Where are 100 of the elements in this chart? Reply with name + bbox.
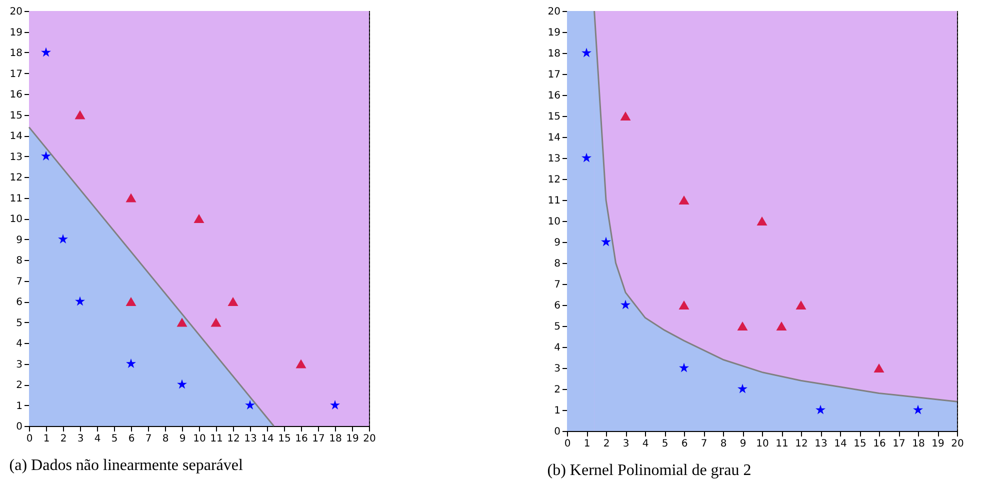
y-tick-label: 15 xyxy=(10,110,22,122)
text: (b) Kernel Polinomial de grau 2 xyxy=(547,462,752,479)
y-tick-label: 1 xyxy=(554,406,560,416)
y-tick-label: 13 xyxy=(10,152,22,163)
x-tick-label: 6 xyxy=(128,434,135,444)
x-tick-label: 16 xyxy=(295,434,308,444)
x-tick-label: 7 xyxy=(700,438,708,450)
y-tick-label: 9 xyxy=(16,234,22,246)
y-tick-label: 3 xyxy=(554,364,560,374)
x-tick-label: 10 xyxy=(756,438,769,450)
point xyxy=(678,300,690,310)
point xyxy=(126,193,136,202)
point xyxy=(582,48,592,58)
x-tick-label: 2 xyxy=(603,438,610,450)
x-tick-label: 14 xyxy=(261,434,274,444)
point xyxy=(296,359,306,368)
y-tick-label: 4 xyxy=(554,342,560,354)
point xyxy=(582,152,592,162)
y-tick-label: 8 xyxy=(16,256,22,266)
y-tick-label: 13 xyxy=(548,154,560,164)
x-tick-label: 20 xyxy=(363,434,376,444)
x-tick-label: 5 xyxy=(111,434,118,444)
point xyxy=(177,379,187,389)
x-tick-label: 13 xyxy=(814,438,828,450)
x-tick-label: 17 xyxy=(892,438,906,450)
point xyxy=(756,216,768,226)
point xyxy=(245,400,255,410)
y-tick-label: 7 xyxy=(16,276,22,288)
point xyxy=(620,300,630,310)
y-tick-label: 20 xyxy=(548,6,560,18)
x-tick-label: 0 xyxy=(564,438,571,450)
x-tick-label: 3 xyxy=(77,434,84,444)
x-tick-label: 19 xyxy=(346,434,359,444)
point xyxy=(228,296,238,306)
y-tick-label: 9 xyxy=(554,238,560,248)
point xyxy=(738,384,748,394)
x-tick-label: 11 xyxy=(210,434,223,444)
y-tick-label: 12 xyxy=(548,174,560,186)
y-tick-label: 16 xyxy=(10,90,22,100)
x-tick-label: 5 xyxy=(662,438,668,450)
y-tick-label: 2 xyxy=(16,380,22,391)
y-tick-label: 3 xyxy=(16,359,22,370)
y-tick-label: 12 xyxy=(10,172,22,184)
x-tick-label: 8 xyxy=(720,438,727,450)
y-tick-label: 11 xyxy=(548,196,560,206)
y-tick-label: 4 xyxy=(16,338,22,350)
x-tick-label: 4 xyxy=(94,434,101,444)
x-tick-label: 15 xyxy=(278,434,291,444)
x-tick-label: 19 xyxy=(932,438,944,450)
text: (a) Dados não linearmente separável xyxy=(9,457,244,474)
y-tick-label: 10 xyxy=(10,214,22,225)
y-tick-label: 14 xyxy=(10,131,22,142)
point xyxy=(679,362,689,372)
point xyxy=(176,318,188,327)
x-tick-label: 11 xyxy=(776,438,788,450)
y-tick-label: 0 xyxy=(554,426,560,438)
y-tick-label: 0 xyxy=(16,422,22,432)
y-tick-label: 17 xyxy=(548,70,560,80)
x-tick-label: 12 xyxy=(227,434,240,444)
x-tick-label: 18 xyxy=(329,434,342,444)
point xyxy=(796,300,806,310)
x-tick-label: 3 xyxy=(622,438,630,450)
point xyxy=(74,110,86,120)
point xyxy=(776,321,787,331)
point xyxy=(58,234,68,244)
point xyxy=(620,111,631,121)
x-tick-label: 2 xyxy=(60,434,67,444)
x-tick-label: 13 xyxy=(244,434,257,444)
point xyxy=(678,195,690,205)
y-tick-label: 14 xyxy=(548,132,560,144)
y-tick-label: 6 xyxy=(16,297,22,308)
x-tick-label: 10 xyxy=(193,434,206,444)
x-tick-label: 8 xyxy=(162,434,169,444)
x-tick-label: 14 xyxy=(834,438,847,450)
x-tick-label: 4 xyxy=(642,438,649,450)
y-tick-label: 11 xyxy=(10,193,22,204)
x-tick-label: 7 xyxy=(145,434,152,444)
point xyxy=(126,296,136,306)
x-tick-label: 1 xyxy=(43,434,50,444)
y-tick-label: 18 xyxy=(548,48,560,60)
x-tick-label: 20 xyxy=(951,438,964,450)
point xyxy=(601,236,611,246)
x-tick-label: 12 xyxy=(795,438,808,450)
y-tick-label: 2 xyxy=(554,384,560,396)
point xyxy=(194,214,204,224)
y-tick-label: 18 xyxy=(10,48,22,59)
x-tick-label: 0 xyxy=(26,434,33,444)
point xyxy=(41,47,51,57)
point xyxy=(41,151,51,160)
point xyxy=(210,318,222,327)
point xyxy=(75,296,85,306)
y-tick-label: 16 xyxy=(548,90,560,102)
y-tick-label: 17 xyxy=(10,68,22,80)
y-tick-label: 20 xyxy=(10,6,22,18)
x-tick-label: 15 xyxy=(854,438,866,450)
x-tick-label: 6 xyxy=(681,438,688,450)
x-tick-label: 17 xyxy=(312,434,325,444)
point xyxy=(874,363,884,373)
point xyxy=(330,400,340,410)
y-tick-label: 6 xyxy=(554,300,560,312)
